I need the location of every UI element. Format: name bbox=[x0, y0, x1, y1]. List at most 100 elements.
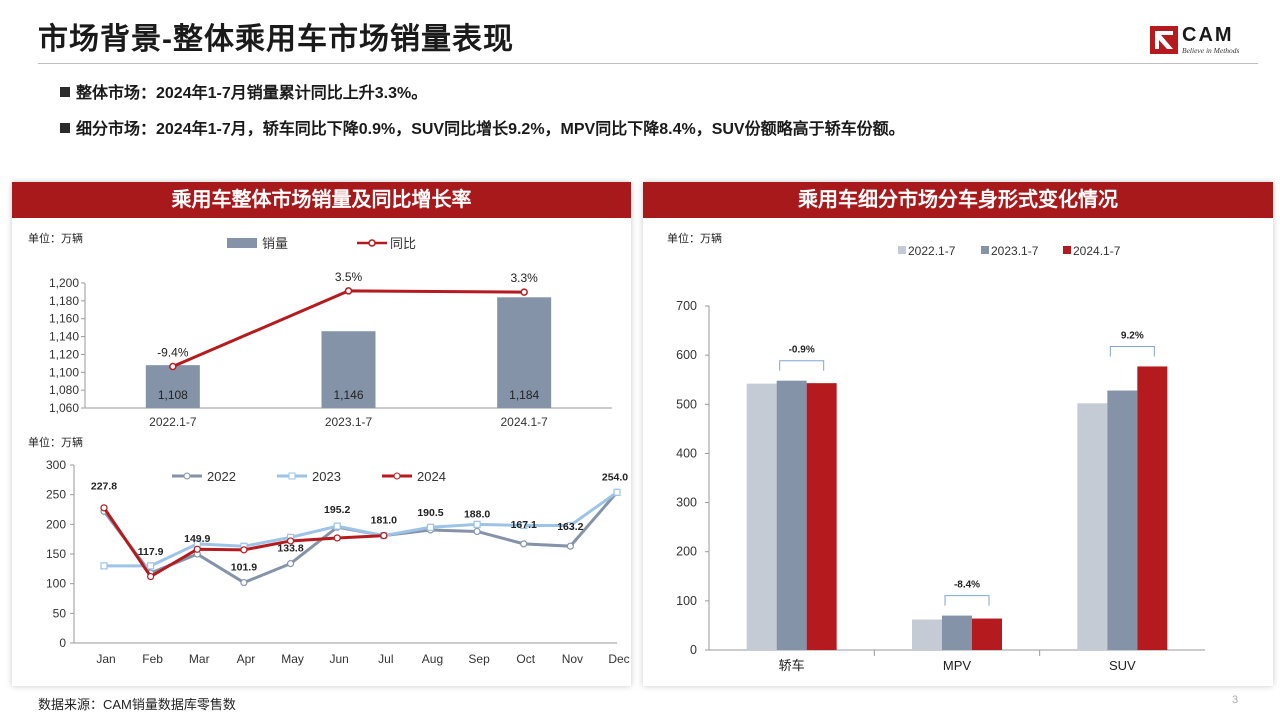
page-number: 3 bbox=[1232, 694, 1239, 706]
bar-2022.1-7 bbox=[1077, 403, 1108, 650]
point-2024 bbox=[380, 532, 388, 540]
line-data-label: 133.8 bbox=[277, 543, 303, 555]
legend-swatch-2024.1-7 bbox=[1063, 246, 1071, 254]
x-tick-label: Feb bbox=[142, 652, 163, 666]
line-data-label: 149.9 bbox=[184, 533, 210, 545]
point-2023 bbox=[100, 562, 108, 570]
right-panel-title: 乘用车细分市场分车身形式变化情况 bbox=[643, 182, 1273, 218]
legend-label-2024: 2024 bbox=[417, 469, 446, 484]
point-2023 bbox=[426, 523, 435, 531]
y-tick-label: 400 bbox=[676, 446, 697, 460]
bar-data-label: 1,146 bbox=[333, 388, 363, 402]
x-tick-label: May bbox=[281, 652, 304, 666]
point-2022 bbox=[473, 527, 481, 536]
legend-swatch-sales bbox=[227, 238, 257, 248]
growth-bracket bbox=[1109, 345, 1155, 357]
chart2-unit-label: 单位：万辆 bbox=[28, 437, 83, 449]
bar-2022.1-7 bbox=[912, 619, 942, 650]
logo-tagline: Believe in Methods bbox=[1182, 46, 1240, 55]
x-tick-label: Sep bbox=[468, 652, 490, 666]
bullet-text: 细分市场：2024年1-7月，轿车同比下降0.9%，SUV同比增长9.2%，MP… bbox=[76, 121, 905, 138]
bullet-square-icon bbox=[60, 123, 70, 133]
page-title: 市场背景-整体乘用车市场销量表现 bbox=[38, 23, 514, 56]
x-tick-label: Jul bbox=[378, 652, 393, 666]
legend-swatch-2022.1-7 bbox=[898, 246, 906, 254]
segment-sales-chart: 0 100 200 300 400 500 600 700 轿车 -0.9% MPV -8.4% SUV… bbox=[676, 244, 1205, 673]
y-tick-label: 1,160 bbox=[49, 312, 79, 326]
growth-bracket bbox=[944, 595, 990, 606]
bar-sales bbox=[321, 331, 376, 408]
point-2024 bbox=[147, 572, 155, 581]
left-panel bbox=[12, 182, 631, 686]
bullet-overall-market: 整体市场：2024年1-7月销量累计同比上升3.3%。 bbox=[60, 79, 427, 103]
data-source-note: 数据来源：CAM销量数据库零售数 bbox=[38, 697, 236, 712]
bullet-text: 整体市场：2024年1-7月销量累计同比上升3.3%。 bbox=[76, 85, 428, 102]
point-2024 bbox=[240, 546, 248, 554]
line-data-label: 101.9 bbox=[231, 562, 257, 574]
point-2023 bbox=[147, 562, 155, 570]
legend-label-yoy: 同比 bbox=[390, 236, 416, 251]
bar-2024.1-7 bbox=[806, 383, 837, 650]
y-tick-label: 700 bbox=[676, 299, 697, 313]
legend-label-2023.1-7: 2023.1-7 bbox=[991, 244, 1039, 258]
line-data-label: 254.0 bbox=[602, 471, 628, 483]
bullet-segment-market: 细分市场：2024年1-7月，轿车同比下降0.9%，SUV同比增长9.2%，MP… bbox=[60, 115, 905, 139]
point-yoy bbox=[344, 287, 353, 295]
legend-label-2023: 2023 bbox=[312, 469, 341, 484]
line-2023 bbox=[104, 491, 618, 568]
chart1-unit-label: 单位：万辆 bbox=[28, 233, 83, 245]
legend-marker-2024 bbox=[393, 472, 401, 480]
line-data-label: 3.3% bbox=[510, 271, 538, 285]
legend-marker-2022 bbox=[183, 472, 191, 480]
line-data-label: 163.2 bbox=[557, 521, 583, 533]
x-tick-label: 2022.1-7 bbox=[149, 415, 197, 429]
y-tick-label: 1,180 bbox=[49, 294, 79, 308]
point-2022 bbox=[240, 578, 248, 587]
legend-label-2022.1-7: 2022.1-7 bbox=[908, 244, 956, 258]
x-tick-label: SUV bbox=[1109, 658, 1136, 673]
y-tick-label: 100 bbox=[676, 594, 697, 608]
x-tick-label: 2024.1-7 bbox=[500, 415, 548, 429]
point-2022 bbox=[566, 542, 574, 550]
line-data-label: 195.2 bbox=[324, 504, 350, 516]
y-tick-label: 100 bbox=[46, 577, 66, 591]
bar-2024.1-7 bbox=[1137, 366, 1168, 650]
y-tick-label: 50 bbox=[53, 606, 67, 620]
overall-sales-chart: 1,060 1,080 1,100 1,120 1,140 1,160 1,180 1,200… bbox=[49, 236, 612, 429]
y-tick-label: 200 bbox=[676, 545, 697, 559]
line-data-label: -9.4% bbox=[157, 345, 189, 359]
monthly-sales-chart: 0 50 100 150 200 250 300 Jan Feb Mar Apr May Jun Jul A… bbox=[46, 458, 630, 666]
y-tick-label: 1,200 bbox=[49, 276, 79, 290]
bar-data-label: 1,184 bbox=[509, 388, 539, 402]
y-tick-label: 250 bbox=[46, 488, 66, 502]
x-tick-label: MPV bbox=[943, 658, 972, 673]
y-tick-label: 1,080 bbox=[49, 383, 79, 397]
bar-2024.1-7 bbox=[972, 618, 1002, 650]
y-tick-label: 300 bbox=[676, 496, 697, 510]
y-tick-label: 500 bbox=[676, 397, 697, 411]
bar-2023.1-7 bbox=[942, 615, 972, 650]
line-data-label: 188.0 bbox=[464, 508, 490, 520]
legend-label-2024.1-7: 2024.1-7 bbox=[1073, 244, 1121, 258]
point-2023 bbox=[613, 488, 621, 496]
y-tick-label: 1,140 bbox=[49, 330, 79, 344]
line-data-label: 227.8 bbox=[91, 480, 117, 492]
point-2024 bbox=[100, 504, 108, 512]
y-tick-label: 1,100 bbox=[49, 365, 79, 379]
growth-annotation: 9.2% bbox=[1121, 330, 1144, 341]
y-tick-label: 0 bbox=[690, 643, 697, 657]
point-2023 bbox=[473, 520, 481, 528]
legend-swatch-2023.1-7 bbox=[981, 246, 989, 254]
point-2023 bbox=[333, 522, 341, 530]
cam-logo-mark-icon bbox=[1150, 26, 1178, 54]
point-2024 bbox=[193, 545, 201, 553]
point-2023 bbox=[520, 521, 528, 530]
bar-2022.1-7 bbox=[746, 383, 777, 650]
legend-marker-2023 bbox=[288, 472, 296, 480]
x-tick-label: 轿车 bbox=[779, 658, 805, 673]
x-tick-label: 2023.1-7 bbox=[325, 415, 373, 429]
x-tick-label: Oct bbox=[516, 652, 535, 666]
y-tick-label: 1,060 bbox=[49, 401, 79, 415]
x-tick-label: Dec bbox=[608, 652, 629, 666]
x-tick-label: Apr bbox=[237, 652, 256, 666]
